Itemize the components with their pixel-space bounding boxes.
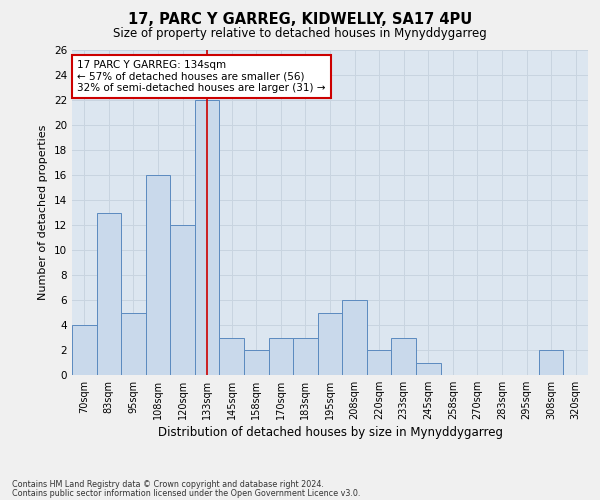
X-axis label: Distribution of detached houses by size in Mynyddygarreg: Distribution of detached houses by size … xyxy=(157,426,503,439)
Bar xyxy=(342,300,367,375)
Bar xyxy=(318,312,342,375)
Bar xyxy=(391,338,416,375)
Bar xyxy=(146,175,170,375)
Bar xyxy=(220,338,244,375)
Bar xyxy=(367,350,391,375)
Bar xyxy=(416,362,440,375)
Text: Size of property relative to detached houses in Mynyddygarreg: Size of property relative to detached ho… xyxy=(113,28,487,40)
Y-axis label: Number of detached properties: Number of detached properties xyxy=(38,125,49,300)
Bar xyxy=(121,312,146,375)
Bar xyxy=(195,100,220,375)
Text: 17 PARC Y GARREG: 134sqm
← 57% of detached houses are smaller (56)
32% of semi-d: 17 PARC Y GARREG: 134sqm ← 57% of detach… xyxy=(77,60,326,93)
Bar xyxy=(97,212,121,375)
Bar xyxy=(170,225,195,375)
Text: Contains HM Land Registry data © Crown copyright and database right 2024.: Contains HM Land Registry data © Crown c… xyxy=(12,480,324,489)
Text: Contains public sector information licensed under the Open Government Licence v3: Contains public sector information licen… xyxy=(12,489,361,498)
Bar xyxy=(244,350,269,375)
Bar xyxy=(539,350,563,375)
Bar xyxy=(269,338,293,375)
Text: 17, PARC Y GARREG, KIDWELLY, SA17 4PU: 17, PARC Y GARREG, KIDWELLY, SA17 4PU xyxy=(128,12,472,28)
Bar xyxy=(293,338,318,375)
Bar xyxy=(72,325,97,375)
